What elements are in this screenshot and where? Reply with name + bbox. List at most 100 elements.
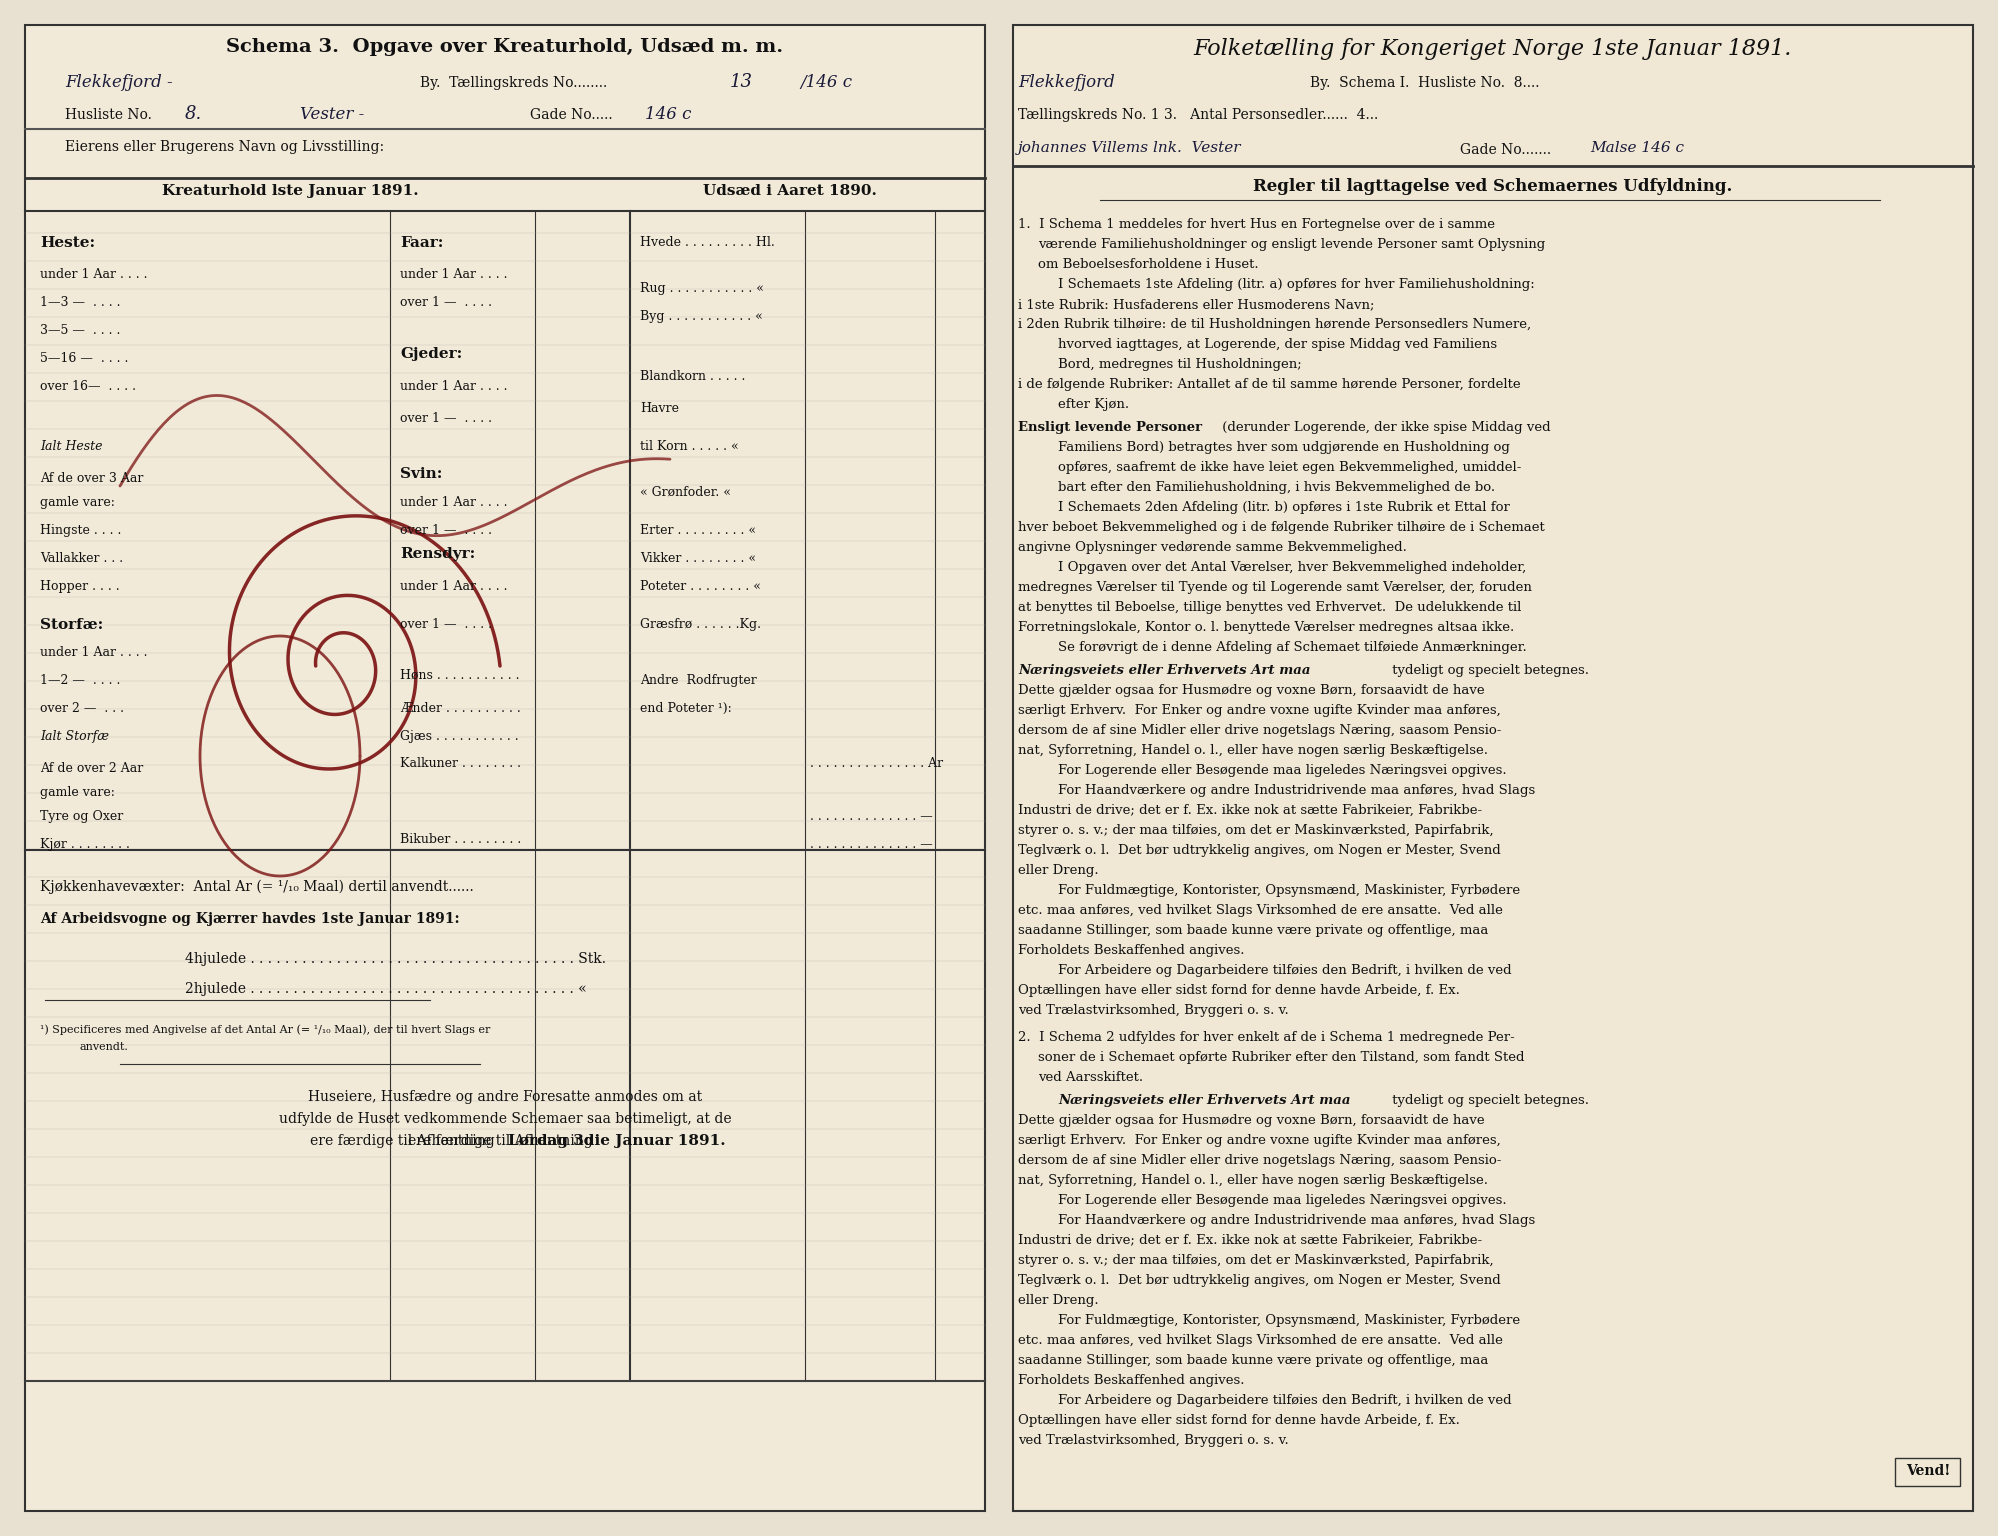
Text: styrer o. s. v.; der maa tilføies, om det er Maskinværksted, Papirfabrik,: styrer o. s. v.; der maa tilføies, om de… — [1019, 1253, 1495, 1267]
Text: Ialt Heste: Ialt Heste — [40, 439, 102, 453]
Text: Af de over 3 Aar: Af de over 3 Aar — [40, 472, 144, 485]
Text: over 1 —  . . . .: over 1 — . . . . — [400, 296, 492, 309]
Text: Kjør . . . . . . . .: Kjør . . . . . . . . — [40, 839, 130, 851]
Text: ved Trælastvirksomhed, Bryggeri o. s. v.: ved Trælastvirksomhed, Bryggeri o. s. v. — [1019, 1435, 1289, 1447]
Text: Kjøkkenhavevæxter:  Antal Ar (= ¹/₁₀ Maal) dertil anvendt......: Kjøkkenhavevæxter: Antal Ar (= ¹/₁₀ Maal… — [40, 880, 474, 894]
Text: Svin:: Svin: — [400, 467, 442, 481]
Text: Andre  Rodfrugter: Andre Rodfrugter — [639, 674, 757, 687]
Text: Gade No.......: Gade No....... — [1461, 143, 1550, 157]
Text: i de følgende Rubriker: Antallet af de til samme hørende Personer, fordelte: i de følgende Rubriker: Antallet af de t… — [1019, 378, 1520, 392]
Text: Vallakker . . .: Vallakker . . . — [40, 551, 124, 565]
Text: I Schemaets 2den Afdeling (litr. b) opføres i 1ste Rubrik et Ettal for: I Schemaets 2den Afdeling (litr. b) opfø… — [1059, 501, 1510, 515]
Text: Optællingen have eller sidst fornd for denne havde Arbeide, f. Ex.: Optællingen have eller sidst fornd for d… — [1019, 1415, 1461, 1427]
Text: Hopper . . . .: Hopper . . . . — [40, 581, 120, 593]
Text: Hingste . . . .: Hingste . . . . — [40, 524, 122, 538]
Text: til Korn . . . . . «: til Korn . . . . . « — [639, 439, 739, 453]
Text: over 1 —  . . . .: over 1 — . . . . — [400, 524, 492, 538]
Text: Flekkefjord: Flekkefjord — [1019, 74, 1115, 91]
Text: udfylde de Huset vedkommende Schemaer saa betimeligt, at de: udfylde de Huset vedkommende Schemaer sa… — [278, 1112, 731, 1126]
Text: Vend!: Vend! — [1906, 1464, 1950, 1478]
Text: Gjeder:: Gjeder: — [400, 347, 462, 361]
Text: Byg . . . . . . . . . . . «: Byg . . . . . . . . . . . « — [639, 310, 763, 323]
Text: For Haandværkere og andre Industridrivende maa anføres, hvad Slags: For Haandværkere og andre Industridriven… — [1059, 783, 1534, 797]
Text: « Grønfoder. «: « Grønfoder. « — [639, 485, 731, 499]
Text: Næringsveiets eller Erhvervets Art maa: Næringsveiets eller Erhvervets Art maa — [1059, 1094, 1351, 1107]
Text: Af Arbeidsvogne og Kjærrer havdes 1ste Januar 1891:: Af Arbeidsvogne og Kjærrer havdes 1ste J… — [40, 912, 460, 926]
Text: For Fuldmægtige, Kontorister, Opsynsmænd, Maskinister, Fyrbødere: For Fuldmægtige, Kontorister, Opsynsmænd… — [1059, 885, 1520, 897]
Text: eller Dreng.: eller Dreng. — [1019, 1293, 1099, 1307]
Text: By.  Tællingskreds No........: By. Tællingskreds No........ — [420, 75, 607, 91]
Text: Poteter . . . . . . . . «: Poteter . . . . . . . . « — [639, 581, 761, 593]
Text: Udsæd i Aaret 1890.: Udsæd i Aaret 1890. — [703, 184, 877, 198]
Text: Kreaturhold lste Januar 1891.: Kreaturhold lste Januar 1891. — [162, 184, 418, 198]
Text: om Beboelsesforholdene i Huset.: om Beboelsesforholdene i Huset. — [1039, 258, 1259, 270]
Text: nat, Syforretning, Handel o. l., eller have nogen særlig Beskæftigelse.: nat, Syforretning, Handel o. l., eller h… — [1019, 1174, 1489, 1187]
Text: etc. maa anføres, ved hvilket Slags Virksomhed de ere ansatte.  Ved alle: etc. maa anføres, ved hvilket Slags Virk… — [1019, 905, 1502, 917]
Text: 13: 13 — [729, 74, 753, 91]
Text: gamle vare:: gamle vare: — [40, 496, 114, 508]
Text: saadanne Stillinger, som baade kunne være private og offentlige, maa: saadanne Stillinger, som baade kunne vær… — [1019, 1355, 1489, 1367]
Text: over 1 —  . . . .: over 1 — . . . . — [400, 412, 492, 425]
Text: Høns . . . . . . . . . . .: Høns . . . . . . . . . . . — [400, 670, 519, 682]
Text: Vester -: Vester - — [300, 106, 364, 123]
Text: I Schemaets 1ste Afdeling (litr. a) opføres for hver Familiehusholdning:: I Schemaets 1ste Afdeling (litr. a) opfø… — [1059, 278, 1534, 290]
Text: under 1 Aar . . . .: under 1 Aar . . . . — [40, 647, 148, 659]
Text: Ensligt levende Personer: Ensligt levende Personer — [1019, 421, 1203, 435]
Text: soner de i Schemaet opførte Rubriker efter den Tilstand, som fandt Sted: soner de i Schemaet opførte Rubriker eft… — [1039, 1051, 1524, 1064]
Text: For Arbeidere og Dagarbeidere tilføies den Bedrift, i hvilken de ved: For Arbeidere og Dagarbeidere tilføies d… — [1059, 965, 1512, 977]
Text: ¹) Specificeres med Angivelse af det Antal Ar (= ¹/₁₀ Maal), der til hvert Slags: ¹) Specificeres med Angivelse af det Ant… — [40, 1025, 490, 1035]
Text: Husliste No.: Husliste No. — [66, 108, 152, 121]
Text: . . . . . . . . . . . . . . . Ar: . . . . . . . . . . . . . . . Ar — [809, 757, 943, 770]
Text: særligt Erhverv.  For Enker og andre voxne ugifte Kvinder maa anføres,: særligt Erhverv. For Enker og andre voxn… — [1019, 1134, 1500, 1147]
Text: opføres, saafremt de ikke have leiet egen Bekvemmelighed, umiddel-: opføres, saafremt de ikke have leiet ege… — [1059, 461, 1520, 475]
Text: Græsfrø . . . . . .Kg.: Græsfrø . . . . . .Kg. — [639, 617, 761, 631]
Text: 146 c: 146 c — [645, 106, 691, 123]
Text: Af de over 2 Aar: Af de over 2 Aar — [40, 762, 144, 776]
Text: i 2den Rubrik tilhøire: de til Husholdningen hørende Personsedlers Numere,: i 2den Rubrik tilhøire: de til Husholdni… — [1019, 318, 1530, 330]
Text: Regler til lagttagelse ved Schemaernes Udfyldning.: Regler til lagttagelse ved Schemaernes U… — [1253, 178, 1732, 195]
Text: Forretningslokale, Kontor o. l. benyttede Værelser medregnes altsaa ikke.: Forretningslokale, Kontor o. l. benytted… — [1019, 621, 1514, 634]
Text: under 1 Aar . . . .: under 1 Aar . . . . — [400, 379, 507, 393]
Text: 5—16 —  . . . .: 5—16 — . . . . — [40, 352, 128, 366]
Text: værende Familiehusholdninger og ensligt levende Personer samt Oplysning: værende Familiehusholdninger og ensligt … — [1039, 238, 1544, 250]
Text: Lørdag 3die Januar 1891.: Lørdag 3die Januar 1891. — [507, 1134, 725, 1147]
Bar — [26, 25, 985, 1511]
Text: over 2 —  . . .: over 2 — . . . — [40, 702, 124, 714]
Text: Tællingskreds No. 1 3.   Antal Personsedler......  4...: Tællingskreds No. 1 3. Antal Personsedle… — [1019, 108, 1379, 121]
Text: end Poteter ¹):: end Poteter ¹): — [639, 702, 731, 714]
Text: ere færdige til Afhentning: ere færdige til Afhentning — [408, 1134, 601, 1147]
Text: saadanne Stillinger, som baade kunne være private og offentlige, maa: saadanne Stillinger, som baade kunne vær… — [1019, 925, 1489, 937]
Text: hvorved iagttages, at Logerende, der spise Middag ved Familiens: hvorved iagttages, at Logerende, der spi… — [1059, 338, 1497, 352]
Text: . . . . . . . . . . . . . . —: . . . . . . . . . . . . . . — — [809, 809, 933, 823]
Text: ved Trælastvirksomhed, Bryggeri o. s. v.: ved Trælastvirksomhed, Bryggeri o. s. v. — [1019, 1005, 1289, 1017]
Text: johannes Villems lnk.  Vester: johannes Villems lnk. Vester — [1019, 141, 1241, 155]
Text: over 16—  . . . .: over 16— . . . . — [40, 379, 136, 393]
Bar — [1013, 25, 1972, 1511]
Text: under 1 Aar . . . .: under 1 Aar . . . . — [400, 581, 507, 593]
Text: Folketælling for Kongeriget Norge 1ste Januar 1891.: Folketælling for Kongeriget Norge 1ste J… — [1195, 38, 1792, 60]
Text: 2hjulede . . . . . . . . . . . . . . . . . . . . . . . . . . . . . . . . . . . .: 2hjulede . . . . . . . . . . . . . . . .… — [186, 982, 587, 995]
Text: Dette gjælder ogsaa for Husmødre og voxne Børn, forsaavidt de have: Dette gjælder ogsaa for Husmødre og voxn… — [1019, 684, 1485, 697]
Text: Rensdyr:: Rensdyr: — [400, 547, 476, 561]
Text: Teglværk o. l.  Det bør udtrykkelig angives, om Nogen er Mester, Svend: Teglværk o. l. Det bør udtrykkelig angiv… — [1019, 843, 1500, 857]
Text: Schema 3.  Opgave over Kreaturhold, Udsæd m. m.: Schema 3. Opgave over Kreaturhold, Udsæd… — [226, 38, 783, 55]
Text: nat, Syforretning, Handel o. l., eller have nogen særlig Beskæftigelse.: nat, Syforretning, Handel o. l., eller h… — [1019, 743, 1489, 757]
Text: under 1 Aar . . . .: under 1 Aar . . . . — [400, 496, 507, 508]
Text: For Logerende eller Besøgende maa ligeledes Næringsvei opgives.: For Logerende eller Besøgende maa ligele… — [1059, 763, 1506, 777]
Text: Bord, medregnes til Husholdningen;: Bord, medregnes til Husholdningen; — [1059, 358, 1303, 372]
Text: I Opgaven over det Antal Værelser, hver Bekvemmelighed indeholder,: I Opgaven over det Antal Værelser, hver … — [1059, 561, 1526, 574]
Text: Tyre og Oxer: Tyre og Oxer — [40, 809, 124, 823]
Text: (derunder Logerende, der ikke spise Middag ved: (derunder Logerende, der ikke spise Midd… — [1219, 421, 1550, 435]
Text: under 1 Aar . . . .: under 1 Aar . . . . — [40, 267, 148, 281]
Text: 4hjulede . . . . . . . . . . . . . . . . . . . . . . . . . . . . . . . . . . . .: 4hjulede . . . . . . . . . . . . . . . .… — [186, 952, 605, 966]
Text: Huseiere, Husfædre og andre Foresatte anmodes om at: Huseiere, Husfædre og andre Foresatte an… — [308, 1091, 701, 1104]
Text: Storfæ:: Storfæ: — [40, 617, 104, 631]
Text: /146 c: /146 c — [799, 74, 851, 91]
Text: Rug . . . . . . . . . . . «: Rug . . . . . . . . . . . « — [639, 283, 763, 295]
Text: gamle vare:: gamle vare: — [40, 786, 114, 799]
Text: 1.  I Schema 1 meddeles for hvert Hus en Fortegnelse over de i samme: 1. I Schema 1 meddeles for hvert Hus en … — [1019, 218, 1495, 230]
Text: etc. maa anføres, ved hvilket Slags Virksomhed de ere ansatte.  Ved alle: etc. maa anføres, ved hvilket Slags Virk… — [1019, 1333, 1502, 1347]
Text: Familiens Bord) betragtes hver som udgjørende en Husholdning og: Familiens Bord) betragtes hver som udgjø… — [1059, 441, 1510, 455]
Text: For Fuldmægtige, Kontorister, Opsynsmænd, Maskinister, Fyrbødere: For Fuldmægtige, Kontorister, Opsynsmænd… — [1059, 1313, 1520, 1327]
Text: Faar:: Faar: — [400, 237, 444, 250]
